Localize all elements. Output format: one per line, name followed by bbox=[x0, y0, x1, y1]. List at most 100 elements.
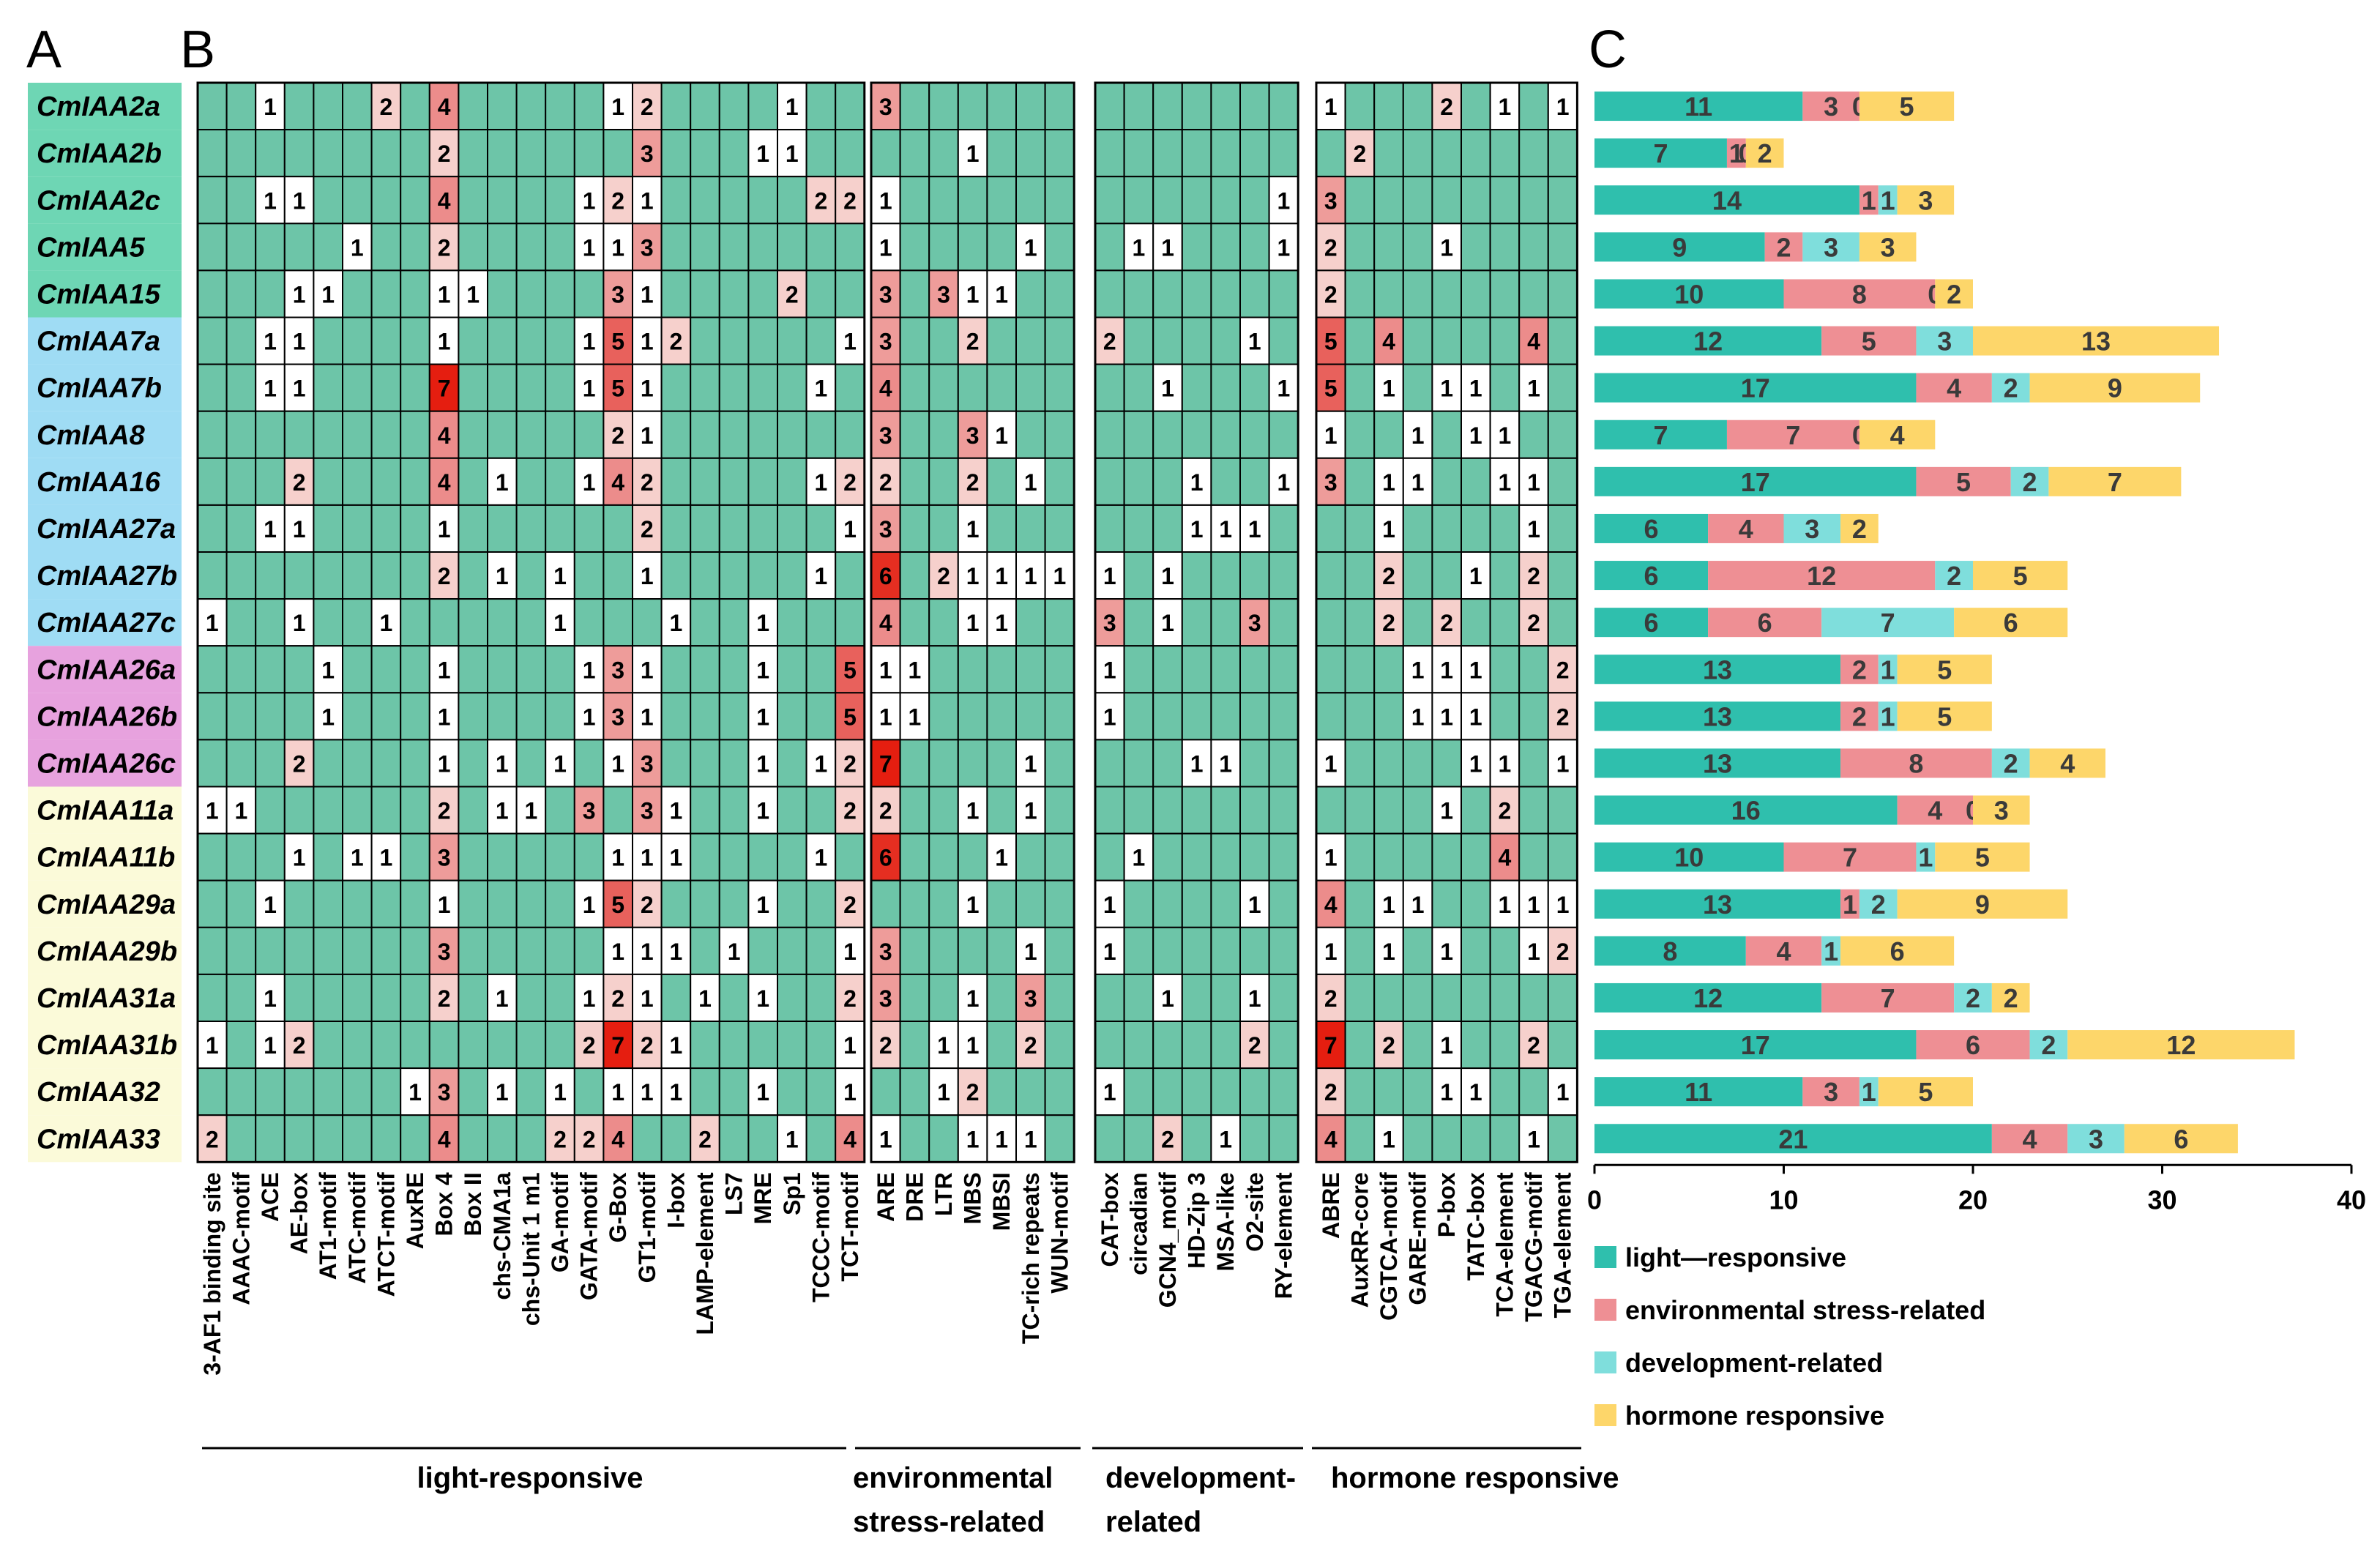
heatmap-cell-value: 1 bbox=[553, 1079, 567, 1105]
heatmap-cell-value: 2 bbox=[1382, 610, 1395, 636]
heatmap-cell bbox=[515, 598, 547, 647]
heatmap-cell bbox=[928, 410, 959, 459]
heatmap-cell bbox=[1239, 551, 1270, 600]
heatmap-cell bbox=[197, 457, 228, 506]
heatmap-cell bbox=[545, 129, 575, 178]
heatmap-cell-value: 3 bbox=[641, 141, 654, 167]
bar-row: 13 8 2 4 bbox=[1594, 748, 2105, 778]
heatmap-cell bbox=[1044, 223, 1075, 272]
bar-row: 12 7 2 2 bbox=[1594, 982, 2030, 1013]
bar-value-label: 5 bbox=[1975, 843, 1990, 873]
motif-label: O2-site bbox=[1242, 1172, 1268, 1251]
heatmap-cell-value: 1 bbox=[1469, 376, 1482, 402]
heatmap-cell bbox=[1373, 1067, 1404, 1116]
gene-group-band bbox=[28, 599, 182, 646]
heatmap-cell bbox=[747, 82, 779, 131]
x-tick-label: 20 bbox=[1958, 1185, 1988, 1215]
heatmap-cell-value: 3 bbox=[1248, 610, 1261, 636]
heatmap-cell bbox=[1268, 504, 1299, 553]
heatmap-cell-value: 1 bbox=[496, 798, 509, 824]
heatmap-cell bbox=[603, 223, 634, 272]
heatmap-cell bbox=[458, 363, 489, 412]
heatmap-cell bbox=[342, 1114, 373, 1163]
bar-segment bbox=[1745, 936, 1822, 966]
gene-group-band bbox=[28, 833, 182, 881]
heatmap-cell bbox=[428, 410, 460, 459]
heatmap-cell-value: 1 bbox=[756, 750, 769, 777]
heatmap-cell bbox=[1210, 879, 1242, 928]
heatmap-cell-value: 5 bbox=[1324, 329, 1338, 355]
heatmap-cell bbox=[690, 269, 720, 318]
heatmap-cell bbox=[805, 269, 837, 318]
group-label: light-responsive bbox=[417, 1462, 644, 1494]
motif-label: DRE bbox=[901, 1172, 928, 1222]
heatmap-cell bbox=[1152, 410, 1183, 459]
heatmap-cell bbox=[197, 176, 228, 225]
heatmap-cell bbox=[428, 82, 460, 131]
heatmap-cell-value: 1 bbox=[641, 704, 654, 730]
heatmap-cell bbox=[747, 363, 779, 412]
heatmap-cell bbox=[428, 1067, 460, 1116]
heatmap-cell bbox=[370, 410, 402, 459]
heatmap-cell bbox=[632, 973, 663, 1023]
heatmap-cell bbox=[603, 551, 634, 600]
heatmap-cell-value: 2 bbox=[293, 750, 306, 777]
heatmap-cell-value: 1 bbox=[1440, 376, 1453, 402]
heatmap-cell bbox=[1152, 645, 1183, 694]
heatmap-cell bbox=[835, 832, 865, 881]
heatmap-cell-value: 1 bbox=[496, 985, 509, 1012]
heatmap-cell bbox=[1239, 457, 1270, 506]
heatmap-cell bbox=[255, 410, 286, 459]
heatmap-cell-value: 1 bbox=[786, 141, 799, 167]
heatmap-cell bbox=[515, 1021, 547, 1070]
heatmap-cell bbox=[1181, 692, 1212, 741]
heatmap-cell bbox=[1547, 973, 1578, 1023]
heatmap-cell bbox=[1015, 598, 1046, 647]
gene-group-band bbox=[28, 317, 182, 365]
heatmap-cell-value: 2 bbox=[1324, 1079, 1338, 1105]
heatmap-cell bbox=[603, 786, 634, 835]
heatmap-cell-value: 1 bbox=[1440, 234, 1453, 261]
heatmap-cell-value: 1 bbox=[264, 985, 277, 1012]
heatmap-cell bbox=[545, 176, 575, 225]
heatmap-cell-value: 5 bbox=[843, 657, 857, 683]
bar-value-label: 3 bbox=[1824, 1077, 1838, 1107]
heatmap-cell bbox=[428, 316, 460, 365]
heatmap-cell-value: 4 bbox=[1382, 329, 1395, 355]
bar-value-label: 4 bbox=[1739, 514, 1753, 544]
heatmap-block-border bbox=[870, 81, 1075, 1163]
heatmap-cell bbox=[835, 879, 865, 928]
heatmap-cell-value: 1 bbox=[1161, 610, 1174, 636]
heatmap-cell bbox=[1547, 363, 1578, 412]
heatmap-cell bbox=[1344, 1067, 1376, 1116]
heatmap-cell bbox=[899, 1114, 930, 1163]
heatmap-cell bbox=[342, 363, 373, 412]
heatmap-cell bbox=[777, 363, 807, 412]
heatmap-cell bbox=[1123, 1114, 1154, 1163]
heatmap-cell bbox=[805, 410, 837, 459]
heatmap-cell bbox=[1268, 1067, 1299, 1116]
heatmap-cell bbox=[573, 926, 605, 975]
gene-group-band bbox=[28, 1068, 182, 1116]
heatmap-cell bbox=[1123, 598, 1154, 647]
gene-label-column: CmIAA2aCmIAA2bCmIAA2cCmIAA5CmIAA15CmIAA7… bbox=[28, 83, 182, 1163]
heatmap-cell bbox=[1123, 176, 1154, 225]
bar-value-label: 7 bbox=[1881, 608, 1895, 638]
heatmap-cell-value: 1 bbox=[583, 657, 596, 683]
bar-segment bbox=[2029, 373, 2201, 403]
heatmap-cell bbox=[1489, 363, 1521, 412]
heatmap-cell bbox=[1344, 129, 1376, 178]
heatmap-cell-value: 1 bbox=[1277, 187, 1291, 214]
motif-label: Box II bbox=[460, 1172, 486, 1236]
heatmap-cell-value: 1 bbox=[206, 610, 219, 636]
heatmap-cell bbox=[835, 223, 865, 272]
bar-value-label: 5 bbox=[1918, 1077, 1933, 1107]
heatmap-cell bbox=[928, 504, 959, 553]
heatmap-cell-value: 1 bbox=[1024, 939, 1037, 965]
heatmap-cell bbox=[400, 504, 430, 553]
heatmap-cell bbox=[986, 223, 1018, 272]
bar-segment bbox=[1840, 889, 1859, 919]
heatmap-cell bbox=[777, 410, 807, 459]
heatmap-cell-value: 2 bbox=[1024, 1032, 1037, 1059]
heatmap-cell bbox=[1344, 739, 1376, 788]
